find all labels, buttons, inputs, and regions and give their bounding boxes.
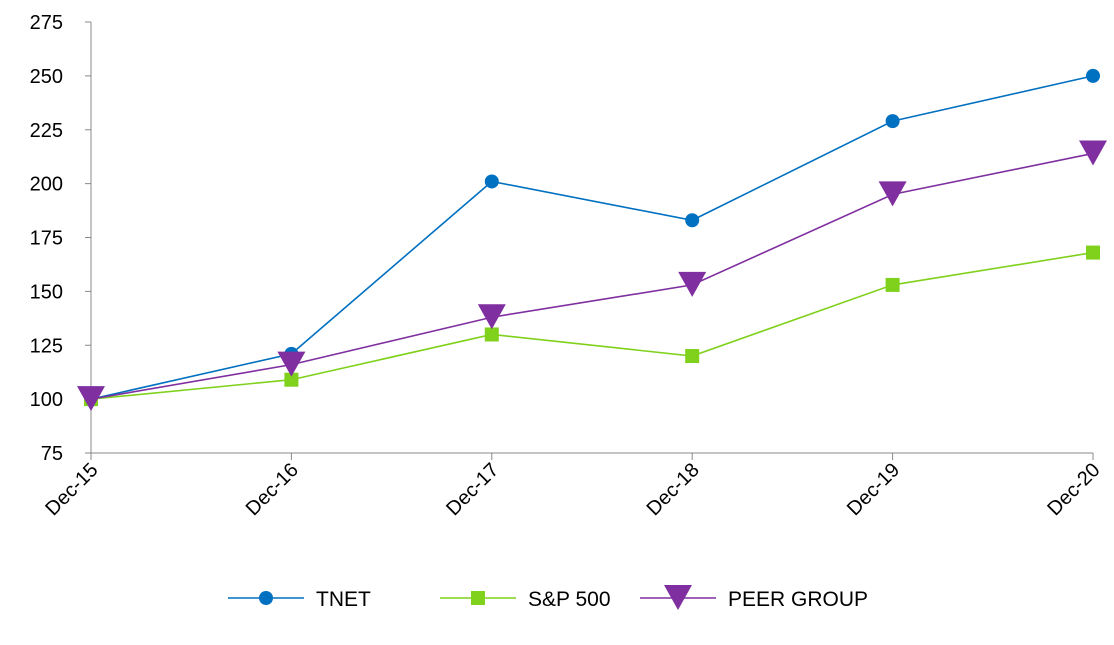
series-line (90, 251, 1094, 400)
x-tick-label: Dec-15 (41, 459, 102, 520)
data-point (484, 327, 499, 342)
y-tick-label: 275 (30, 12, 63, 34)
series-line (90, 152, 1094, 400)
legend-label: TNET (316, 588, 371, 611)
x-tick-label: Dec-19 (843, 459, 904, 520)
y-tick-label: 150 (30, 281, 63, 303)
series-s-p-500 (84, 245, 1100, 407)
x-tick-label: Dec-17 (442, 459, 503, 520)
data-point (284, 372, 299, 387)
x-tick-label: Dec-20 (1043, 459, 1104, 520)
data-point (277, 351, 306, 377)
data-point (685, 349, 700, 364)
data-point (77, 386, 105, 412)
data-point (484, 174, 499, 189)
y-tick-label: 125 (30, 335, 63, 357)
series-line (90, 75, 1094, 400)
data-point (1086, 68, 1100, 83)
y-tick-label: 200 (30, 174, 63, 196)
legend: TNET S&P 500 PEER GROUP (228, 585, 868, 611)
y-tick-label: 175 (30, 228, 63, 250)
series-tnet (84, 68, 1100, 407)
data-point (685, 213, 700, 228)
data-point (477, 304, 506, 330)
legend-label: S&P 500 (528, 588, 611, 611)
data-point (1079, 140, 1107, 166)
legend-marker (664, 585, 692, 610)
data-point (1086, 245, 1100, 260)
y-tick-label: 75 (41, 443, 63, 465)
y-tick-label: 225 (30, 120, 63, 142)
data-point (885, 114, 900, 129)
data-point (885, 277, 900, 292)
y-tick-label: 250 (30, 66, 63, 88)
x-tick-label: Dec-16 (242, 459, 303, 520)
legend-label: PEER GROUP (728, 588, 868, 611)
x-tick-label: Dec-18 (643, 459, 704, 520)
legend-marker (471, 591, 485, 605)
data-point (878, 181, 907, 207)
series-peer-group (77, 140, 1107, 412)
legend-marker (259, 591, 273, 605)
y-tick-label: 100 (30, 389, 63, 411)
data-point (678, 271, 707, 297)
